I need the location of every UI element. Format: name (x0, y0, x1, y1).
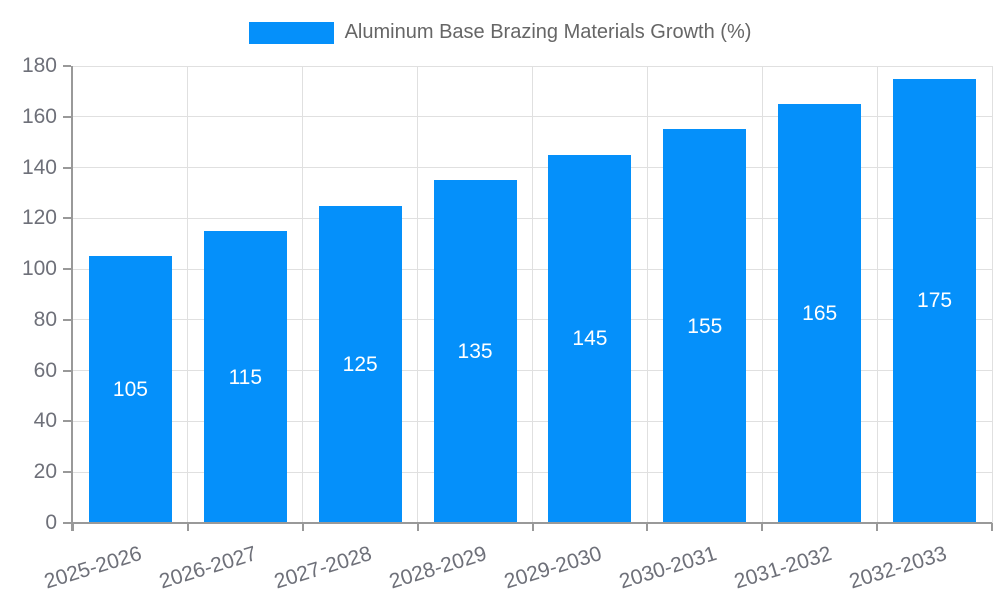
vertical-gridline (187, 66, 189, 523)
bar: 125 (318, 205, 402, 523)
x-axis-tick (646, 523, 649, 531)
y-axis-tick (63, 217, 71, 220)
y-axis-tick-label: 60 (33, 358, 57, 382)
bar-value-label: 165 (802, 302, 838, 326)
y-axis-tick-label: 120 (21, 206, 57, 230)
x-axis-tick (531, 523, 534, 531)
y-axis-tick-label: 40 (33, 409, 57, 433)
x-axis-tick (416, 523, 419, 531)
bar-value-label: 135 (457, 340, 493, 364)
y-axis-tick-label: 80 (33, 307, 57, 331)
vertical-gridline (991, 66, 993, 523)
bar: 105 (88, 256, 172, 523)
bar: 135 (433, 180, 517, 523)
y-axis-tick (63, 471, 71, 474)
y-axis-tick-label: 20 (33, 460, 57, 484)
legend-swatch-icon (248, 21, 334, 44)
vertical-gridline (761, 66, 763, 523)
y-axis-tick (63, 369, 71, 372)
y-axis-tick (63, 65, 71, 67)
y-axis-tick (63, 115, 71, 118)
x-axis-tick (301, 523, 304, 531)
y-axis-tick-label: 140 (21, 155, 57, 179)
vertical-gridline (302, 66, 304, 523)
y-axis-tick (63, 420, 71, 423)
y-axis-tick (63, 318, 71, 321)
y-axis-tick-label: 100 (21, 257, 57, 281)
bar: 155 (663, 129, 747, 523)
bar-value-label: 105 (112, 378, 148, 402)
bar-value-label: 115 (228, 365, 263, 389)
x-axis-tick (991, 523, 993, 531)
bar: 165 (778, 104, 862, 523)
y-axis-tick-label: 160 (21, 104, 57, 128)
y-axis-line (71, 66, 73, 531)
bar: 115 (203, 231, 287, 523)
vertical-gridline (417, 66, 419, 523)
bar-value-label: 155 (687, 314, 723, 338)
y-axis-tick (63, 522, 71, 524)
y-axis-tick-label: 0 (45, 511, 57, 534)
bar: 175 (893, 78, 977, 523)
x-axis-tick (876, 523, 879, 531)
x-axis-tick (186, 523, 189, 531)
bar-value-label: 125 (342, 352, 378, 376)
vertical-gridline (876, 66, 878, 523)
vertical-gridline (646, 66, 648, 523)
y-axis-tick (63, 166, 71, 169)
x-axis-tick (72, 523, 74, 531)
legend-label: Aluminum Base Brazing Materials Growth (… (344, 21, 752, 43)
x-axis-tick (761, 523, 764, 531)
vertical-gridline (532, 66, 533, 523)
plot-area: 105 115 125 135 145 155 165 175 0 20 40 60 80 100 120… (22, 54, 993, 593)
bar: 145 (548, 154, 632, 523)
y-axis-tick (63, 268, 71, 271)
legend[interactable]: Aluminum Base Brazing Materials Growth (… (0, 21, 1000, 44)
bar-value-label: 175 (917, 289, 953, 313)
y-axis-tick-label: 180 (21, 54, 57, 77)
bar-value-label: 145 (572, 327, 608, 351)
